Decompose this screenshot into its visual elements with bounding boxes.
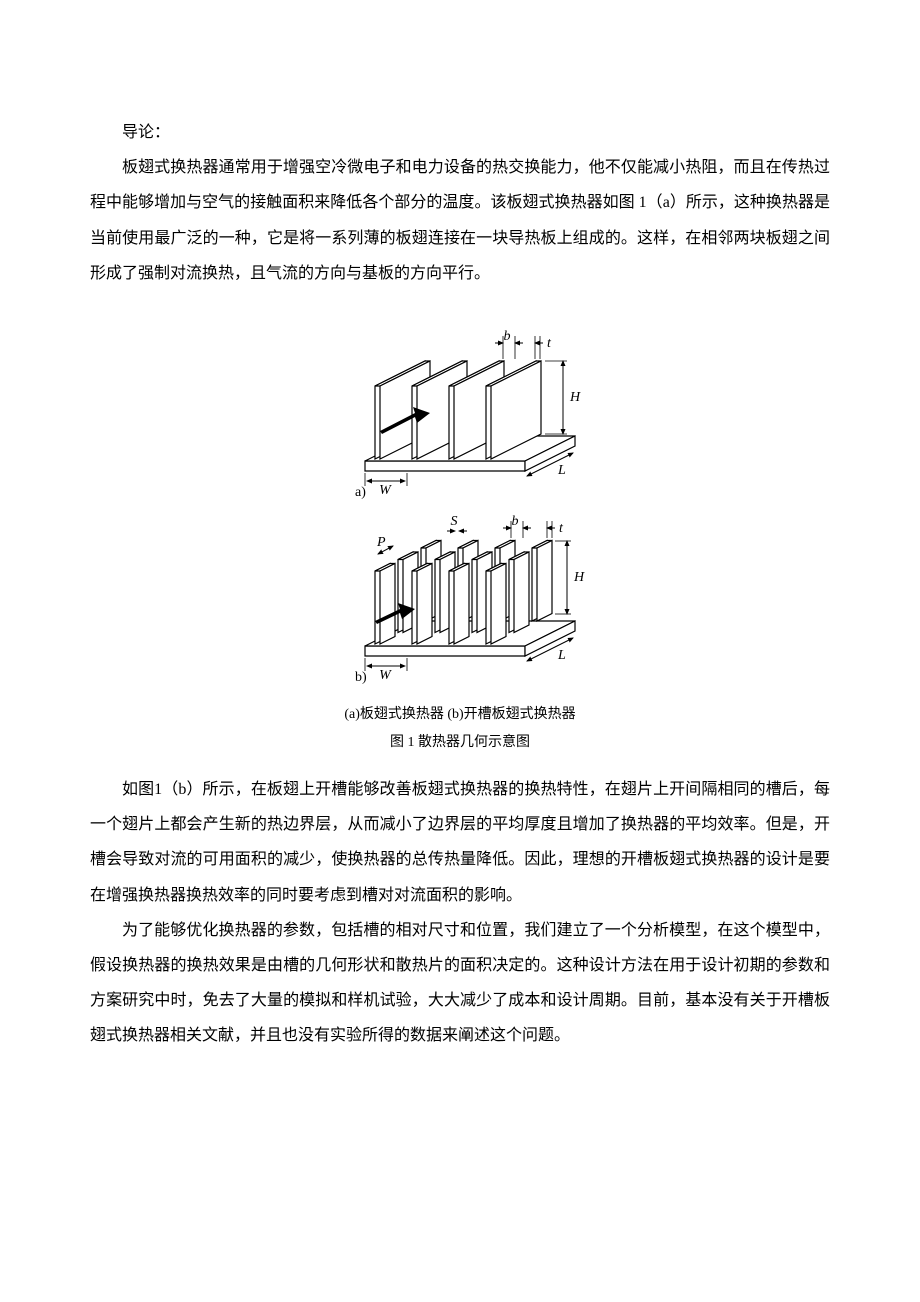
figure-1: b t H L W a): [90, 311, 830, 757]
dim-b-b: b: [512, 514, 519, 529]
dim-p-b: P: [376, 535, 386, 550]
label-b: b): [355, 670, 367, 685]
dim-b-a: b: [504, 329, 511, 344]
dim-h-b: H: [573, 570, 585, 585]
dim-w-b: W: [379, 668, 392, 683]
dim-w-a: W: [379, 483, 392, 498]
label-a: a): [355, 485, 366, 500]
figure-caption: (a)板翅式换热器 (b)开槽板翅式换热器: [344, 701, 575, 729]
heatsink-diagram: b t H L W a): [325, 311, 595, 691]
paragraph-1: 板翅式换热器通常用于增强空冷微电子和电力设备的热交换能力，他不仅能减小热阻，而且…: [90, 150, 830, 291]
section-title: 导论：: [90, 115, 830, 150]
dim-t-b: t: [559, 521, 564, 536]
paragraph-2: 如图1（b）所示，在板翅上开槽能够改善板翅式换热器的换热特性，在翅片上开间隔相同…: [90, 772, 830, 913]
dim-h-a: H: [569, 390, 581, 405]
dim-l-a: L: [557, 463, 566, 478]
dim-s-b: S: [451, 514, 458, 529]
dim-l-b: L: [557, 648, 566, 663]
figure-title: 图 1 散热器几何示意图: [390, 729, 530, 757]
paragraph-3: 为了能够优化换热器的参数，包括槽的相对尺寸和位置，我们建立了一个分析模型，在这个…: [90, 913, 830, 1054]
dim-t-a: t: [547, 336, 552, 351]
